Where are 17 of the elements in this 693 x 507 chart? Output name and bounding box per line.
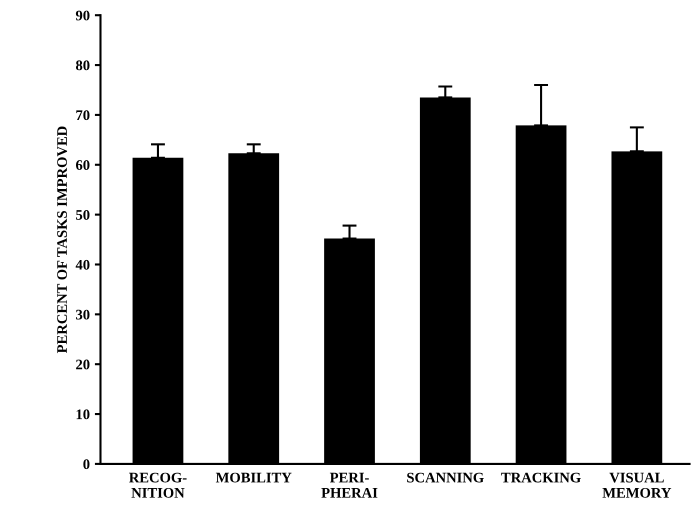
y-tick-label: 0: [83, 459, 90, 470]
y-tick-label: 60: [76, 160, 90, 170]
y-axis-title: PERCENT OF TASKS IMPROVED: [57, 126, 68, 354]
y-tick-label: 40: [76, 260, 90, 270]
x-tick-label: RECOG- NITION: [129, 472, 187, 498]
x-tick-label: TRACKING: [501, 472, 581, 482]
x-tick-label: PERI- PHERAI: [321, 472, 378, 498]
y-tick-label: 70: [76, 110, 90, 120]
y-tick-label: 20: [76, 360, 90, 370]
x-tick-label: VISUAL MEMORY: [602, 472, 672, 498]
y-tick-label: 90: [76, 10, 90, 20]
y-tick-label: 80: [76, 60, 90, 70]
y-tick-label: 30: [76, 310, 90, 320]
y-tick-label: 50: [76, 210, 90, 220]
x-tick-label: SCANNING: [407, 472, 484, 482]
x-tick-label: MOBILITY: [216, 472, 292, 482]
y-tick-label: 10: [76, 409, 90, 420]
